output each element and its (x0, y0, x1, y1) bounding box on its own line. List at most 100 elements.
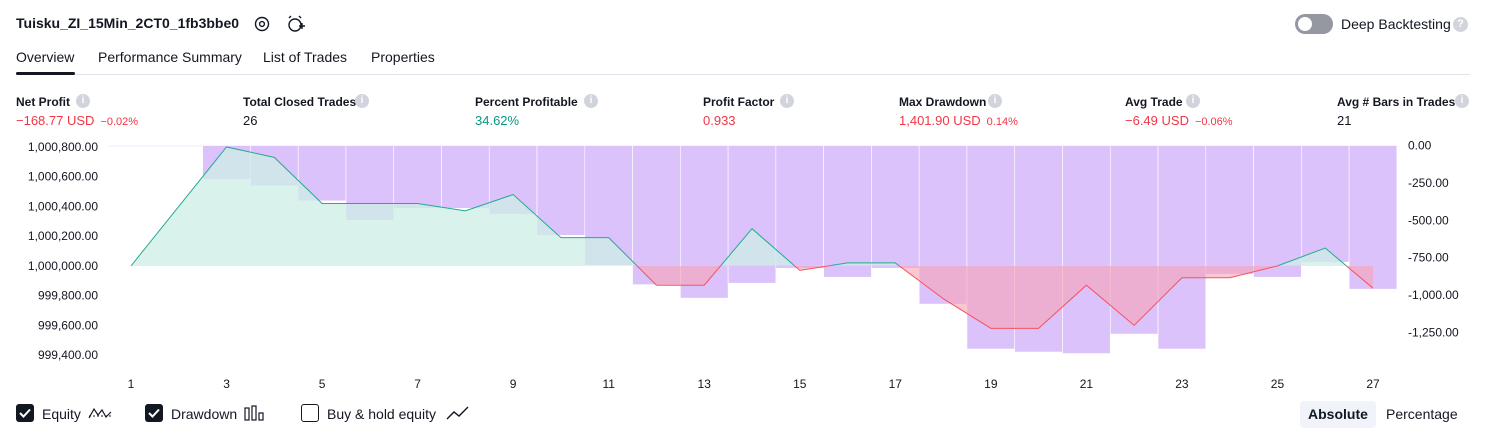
x-axis-tick: 11 (602, 377, 615, 391)
equity-loss-area (131, 265, 1373, 329)
metric-max-drawdown: 1,401.90 USD 0.14% (899, 113, 1018, 128)
metric-avg-bars-in-trades: 21 (1337, 113, 1351, 128)
drawdown-bar (632, 145, 681, 285)
drawdown-bar (1348, 145, 1398, 290)
tab-properties[interactable]: Properties (371, 49, 435, 65)
left-axis-tick: 999,400.00 (38, 348, 98, 362)
x-axis-tick: 17 (889, 377, 903, 391)
help-icon[interactable]: ? (1453, 17, 1468, 32)
drawdown-bar (154, 145, 203, 147)
metric-value: −168.77 USD (16, 113, 95, 128)
drawdown-bar (823, 145, 872, 278)
buy-hold-line-icon (446, 406, 469, 420)
left-axis-tick: 1,000,200.00 (28, 229, 98, 243)
deep-backtesting-label: Deep Backtesting (1341, 16, 1451, 32)
tab-divider (16, 74, 1470, 75)
equity-line-profit (130, 146, 1348, 266)
drawdown-label: Drawdown (171, 406, 238, 422)
metric-label: Percent Profitable (475, 95, 578, 109)
metric-profit-factor: 0.933 (703, 113, 736, 128)
info-icon[interactable]: i (1186, 94, 1200, 108)
x-axis-tick: 13 (698, 377, 712, 391)
metric-value: 21 (1337, 113, 1352, 128)
left-axis-tick: 1,000,000.00 (28, 259, 98, 273)
settings-icon[interactable] (252, 14, 272, 34)
info-icon[interactable]: i (76, 94, 90, 108)
x-axis-tick: 25 (1271, 377, 1285, 391)
metric-value: 1,401.90 USD (899, 113, 981, 128)
metric-percent: −0.02% (100, 116, 139, 128)
metric-value: 0.933 (703, 113, 736, 128)
right-axis-tick: -750.00 (1408, 251, 1449, 265)
metric-label: Profit Factor (703, 95, 775, 109)
drawdown-bar (775, 145, 824, 269)
equity-label: Equity (42, 406, 81, 422)
metric-net-profit: −168.77 USD −0.02% (16, 113, 138, 128)
x-axis-tick: 15 (793, 377, 807, 391)
buy-hold-label: Buy & hold equity (327, 406, 436, 422)
info-icon[interactable]: i (780, 94, 794, 108)
drawdown-bar (536, 145, 586, 236)
metric-avg-trade: −6.49 USD −0.06% (1125, 113, 1233, 128)
drawdown-bar (1301, 145, 1350, 263)
drawdown-bar (393, 145, 442, 209)
info-icon[interactable]: i (355, 94, 369, 108)
equity-checkbox[interactable] (16, 404, 34, 422)
info-icon[interactable]: i (584, 94, 598, 108)
metric-label: Avg # Bars in Trades (1337, 95, 1456, 109)
left-axis-tick: 999,600.00 (38, 318, 98, 332)
tab-list-of-trades[interactable]: List of Trades (263, 49, 348, 65)
left-axis-tick: 1,000,600.00 (28, 170, 98, 184)
x-axis-tick: 21 (1080, 377, 1094, 391)
metric-value: −6.49 USD (1125, 113, 1189, 128)
toggle-knob (1298, 17, 1312, 31)
drawdown-bar (441, 145, 490, 209)
drawdown-bar (1157, 145, 1207, 350)
metric-label: Net Profit (16, 95, 70, 109)
metric-label: Avg Trade (1125, 95, 1183, 109)
x-axis-tick: 5 (319, 377, 326, 391)
info-icon[interactable]: i (1455, 94, 1469, 108)
drawdown-bar (1062, 145, 1111, 354)
metric-percent: 0.14% (986, 116, 1018, 128)
left-axis-tick: 1,000,800.00 (28, 140, 98, 154)
metric-value: 26 (243, 113, 258, 128)
x-axis-tick: 1 (128, 377, 135, 391)
right-axis-tick: -1,250.00 (1408, 326, 1459, 340)
drawdown-bar (107, 145, 156, 147)
x-axis-tick: 23 (1175, 377, 1189, 391)
right-axis-tick: -1,000.00 (1408, 288, 1459, 302)
x-axis-tick: 19 (984, 377, 998, 391)
x-axis-tick: 27 (1366, 377, 1380, 391)
tab-overview[interactable]: Overview (16, 49, 75, 65)
buy-hold-checkbox[interactable] (301, 404, 319, 422)
drawdown-checkbox[interactable] (145, 404, 163, 422)
equity-drawdown-chart[interactable]: 1,000,800.00 1,000,600.00 1,000,400.00 1,00… (0, 136, 1486, 398)
metric-value: 34.62% (475, 113, 520, 128)
metric-total-closed-trades: 26 (243, 113, 257, 128)
info-icon[interactable]: i (988, 94, 1002, 108)
equity-line-loss (130, 265, 1374, 329)
deep-backtesting-toggle[interactable] (1295, 14, 1333, 34)
drawdown-bar (1205, 145, 1254, 275)
percentage-button[interactable]: Percentage (1386, 406, 1458, 422)
drawdown-bar (871, 145, 920, 269)
left-axis-tick: 999,800.00 (38, 289, 98, 303)
right-axis-tick: -500.00 (1408, 213, 1449, 227)
strategy-title: Tuisku_ZI_15Min_2CT0_1fb3bbe0 (16, 15, 240, 31)
absolute-button[interactable]: Absolute (1300, 401, 1376, 428)
equity-line-icon (88, 407, 112, 419)
tab-performance-summary[interactable]: Performance Summary (98, 49, 242, 65)
drawdown-bar (1253, 145, 1302, 278)
left-axis-tick: 1,000,400.00 (28, 199, 98, 213)
active-tab-indicator (16, 72, 75, 75)
x-axis-tick: 3 (223, 377, 230, 391)
metric-percent-profitable: 34.62% (475, 113, 519, 128)
drawdown-bars-icon (244, 405, 264, 421)
x-axis-tick: 7 (414, 377, 421, 391)
right-axis-tick: 0.00 (1408, 138, 1432, 152)
add-alert-icon[interactable] (286, 14, 306, 34)
x-axis-tick: 9 (510, 377, 517, 391)
metric-label: Total Closed Trades (243, 95, 357, 109)
right-axis-tick: -250.00 (1408, 176, 1449, 190)
